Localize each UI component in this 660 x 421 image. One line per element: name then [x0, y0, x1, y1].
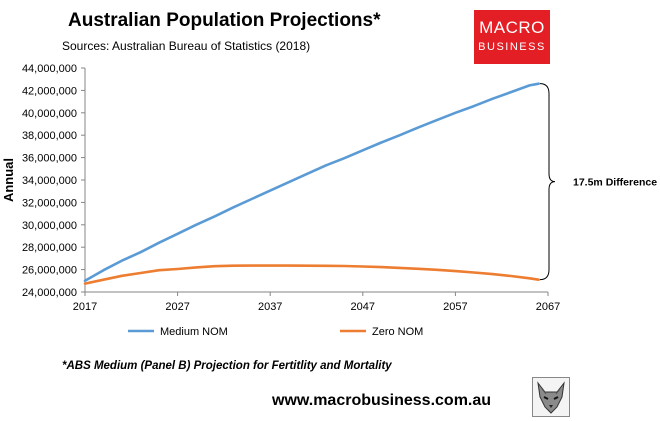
- wolf-emblem-icon: [532, 377, 570, 417]
- chart-source: Sources: Australian Bureau of Statistics…: [62, 39, 311, 53]
- x-tick-label: 2047: [351, 301, 375, 313]
- y-tick-label: 44,000,000: [22, 63, 77, 75]
- difference-annotation: 17.5m Difference: [573, 177, 657, 189]
- website-link[interactable]: www.macrobusiness.com.au: [272, 392, 492, 409]
- y-axis-label: Annual: [1, 158, 16, 202]
- y-tick-label: 24,000,000: [22, 287, 77, 299]
- y-tick-label: 42,000,000: [22, 85, 77, 97]
- series-line-zero-nom: [83, 264, 541, 285]
- y-tick-label: 38,000,000: [22, 130, 77, 142]
- y-tick-label: 28,000,000: [22, 242, 77, 254]
- population-chart: 24,000,000 26,000,000 28,000,000 30,000,000…: [1, 63, 657, 338]
- y-tick-label: 34,000,000: [22, 175, 77, 187]
- logo-line-1: MACRO: [479, 18, 545, 37]
- x-tick-label: 2017: [73, 301, 97, 313]
- y-tick-label: 26,000,000: [22, 265, 77, 277]
- x-tick-label: 2067: [536, 301, 560, 313]
- y-tick-label: 30,000,000: [22, 220, 77, 232]
- y-tick-label: 36,000,000: [22, 153, 77, 165]
- y-tick-label: 32,000,000: [22, 197, 77, 209]
- legend-label-zero-nom: Zero NOM: [372, 326, 423, 338]
- x-tick-label: 2057: [443, 301, 467, 313]
- difference-brace: [539, 83, 556, 281]
- footnote: *ABS Medium (Panel B) Projection for Fer…: [62, 360, 392, 372]
- x-tick-label: 2027: [165, 301, 189, 313]
- x-tick-label: 2037: [258, 301, 282, 313]
- y-tick-label: 40,000,000: [22, 108, 77, 120]
- logo-line-2: BUSINESS: [478, 41, 546, 53]
- legend-label-medium-nom: Medium NOM: [160, 326, 228, 338]
- series-line-medium-nom: [83, 82, 541, 283]
- macrobusiness-logo[interactable]: MACRO BUSINESS: [474, 10, 550, 64]
- chart-title: Australian Population Projections*: [68, 10, 381, 31]
